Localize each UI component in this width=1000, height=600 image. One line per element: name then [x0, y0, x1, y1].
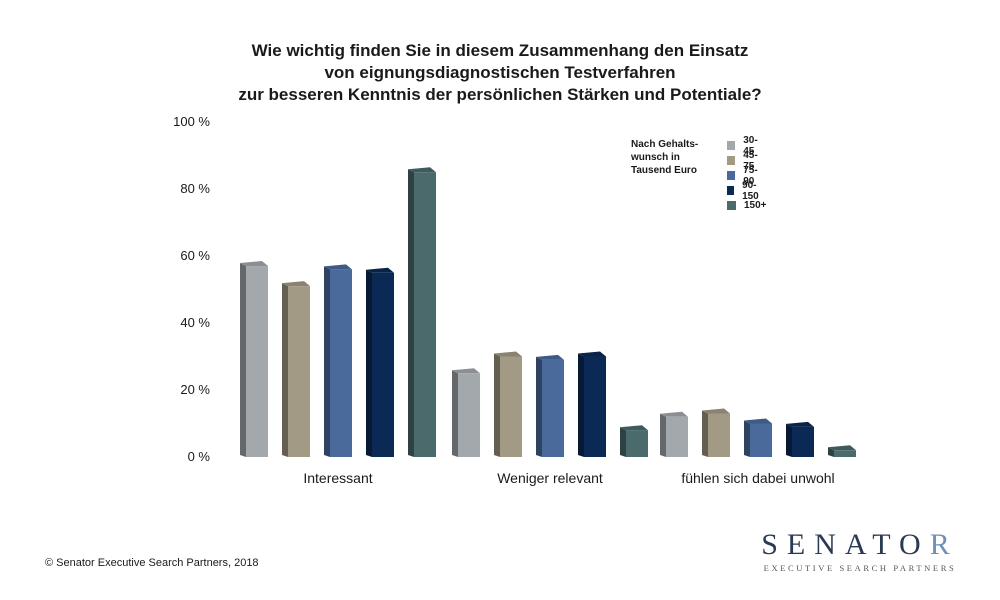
bar-150+-0: [414, 172, 436, 457]
bar-side: [324, 266, 330, 457]
title-line-2: von eignungsdiagnostischen Testverfahren: [324, 63, 676, 82]
legend-swatch: [727, 186, 735, 195]
legend-swatch: [727, 201, 736, 210]
bar-side: [702, 410, 708, 457]
legend-label: 45-75: [743, 149, 758, 172]
bar-cap: [324, 264, 352, 270]
bar-side: [620, 427, 626, 457]
bar-cap: [494, 351, 522, 357]
bar-45-75-0: [288, 286, 310, 457]
legend-label: 90-150: [742, 179, 759, 202]
bar-side: [366, 269, 372, 457]
bar-cap: [702, 408, 730, 414]
bar-cap: [240, 261, 268, 267]
bar-cap: [366, 267, 394, 273]
legend-item: 90-150: [727, 180, 767, 202]
bar-side: [660, 413, 666, 457]
bar-side: [828, 447, 834, 457]
bar-side: [494, 353, 500, 457]
bar-150+-2: [834, 450, 856, 457]
legend-item: 150+: [727, 198, 767, 213]
y-tick-label: 100 %: [173, 114, 210, 129]
legend-item: 75-90: [727, 165, 767, 187]
senator-logo: SENATOR EXECUTIVE SEARCH PARTNERS: [735, 528, 985, 573]
bar-150+-1: [626, 430, 648, 457]
bar-90-150-0: [372, 272, 394, 457]
copyright-footer: © Senator Executive Search Partners, 201…: [45, 557, 259, 569]
legend-title-line-2: wunsch in: [631, 152, 680, 163]
bar-90-150-2: [792, 426, 814, 457]
bar-90-150-1: [584, 356, 606, 457]
x-category-label: fühlen sich dabei unwohl: [681, 470, 834, 486]
bar-side: [282, 283, 288, 457]
legend-title: Nach Gehalts- wunsch in Tausend Euro: [631, 138, 723, 177]
title-line-1: Wie wichtig finden Sie in diesem Zusamme…: [251, 41, 749, 60]
bar-cap: [452, 368, 480, 374]
bar-cap: [408, 167, 436, 173]
y-tick-label: 80 %: [180, 181, 210, 196]
bar-side: [744, 420, 750, 457]
logo-subtitle: EXECUTIVE SEARCH PARTNERS: [763, 563, 957, 573]
x-category-label: Weniger relevant: [497, 470, 603, 486]
logo-accent-letter: R: [929, 528, 959, 561]
legend-label: 150+: [744, 200, 767, 211]
legend-item: 30-45: [727, 135, 767, 157]
legend-items: 30-45 45-75 75-90 90-150 150+: [727, 135, 767, 213]
bar-cap: [786, 421, 814, 427]
y-tick-label: 40 %: [180, 315, 210, 330]
bar-75-90-2: [750, 423, 772, 457]
bar-30-45-0: [246, 266, 268, 457]
bar-side: [786, 423, 792, 457]
bar-side: [452, 370, 458, 457]
bar-30-45-2: [666, 416, 688, 457]
logo-main-text: SENATO: [761, 528, 930, 561]
logo-wordmark: SENATOR: [735, 528, 985, 562]
bar-cap: [744, 418, 772, 424]
bar-cap: [620, 425, 648, 431]
bar-cap: [660, 411, 688, 417]
bar-cap: [828, 445, 856, 451]
legend-swatch: [727, 156, 736, 165]
legend-title-line-3: Tausend Euro: [631, 165, 697, 176]
bar-cap: [282, 281, 310, 287]
legend-item: 45-75: [727, 150, 767, 172]
bar-45-75-1: [500, 356, 522, 457]
legend-swatch: [727, 141, 736, 150]
bar-75-90-1: [542, 359, 564, 457]
y-tick-label: 0 %: [188, 449, 211, 464]
title-line-3: zur besseren Kenntnis der persönlichen S…: [238, 85, 762, 104]
chart-title: Wie wichtig finden Sie in diesem Zusamme…: [150, 40, 850, 106]
bar-side: [536, 356, 542, 457]
bar-side: [578, 353, 584, 457]
legend-swatch: [727, 171, 736, 180]
y-tick-label: 20 %: [180, 382, 210, 397]
bar-75-90-0: [330, 269, 352, 457]
legend-label: 30-45: [743, 134, 758, 157]
bar-30-45-1: [458, 373, 480, 457]
y-tick-label: 60 %: [180, 248, 210, 263]
bar-side: [408, 169, 414, 457]
x-category-label: Interessant: [303, 470, 372, 486]
bar-side: [240, 263, 246, 457]
legend-title-line-1: Nach Gehalts-: [631, 139, 699, 150]
bar-cap: [578, 351, 606, 357]
legend-label: 75-90: [743, 164, 758, 187]
bar-cap: [536, 354, 564, 360]
bar-45-75-2: [708, 413, 730, 457]
